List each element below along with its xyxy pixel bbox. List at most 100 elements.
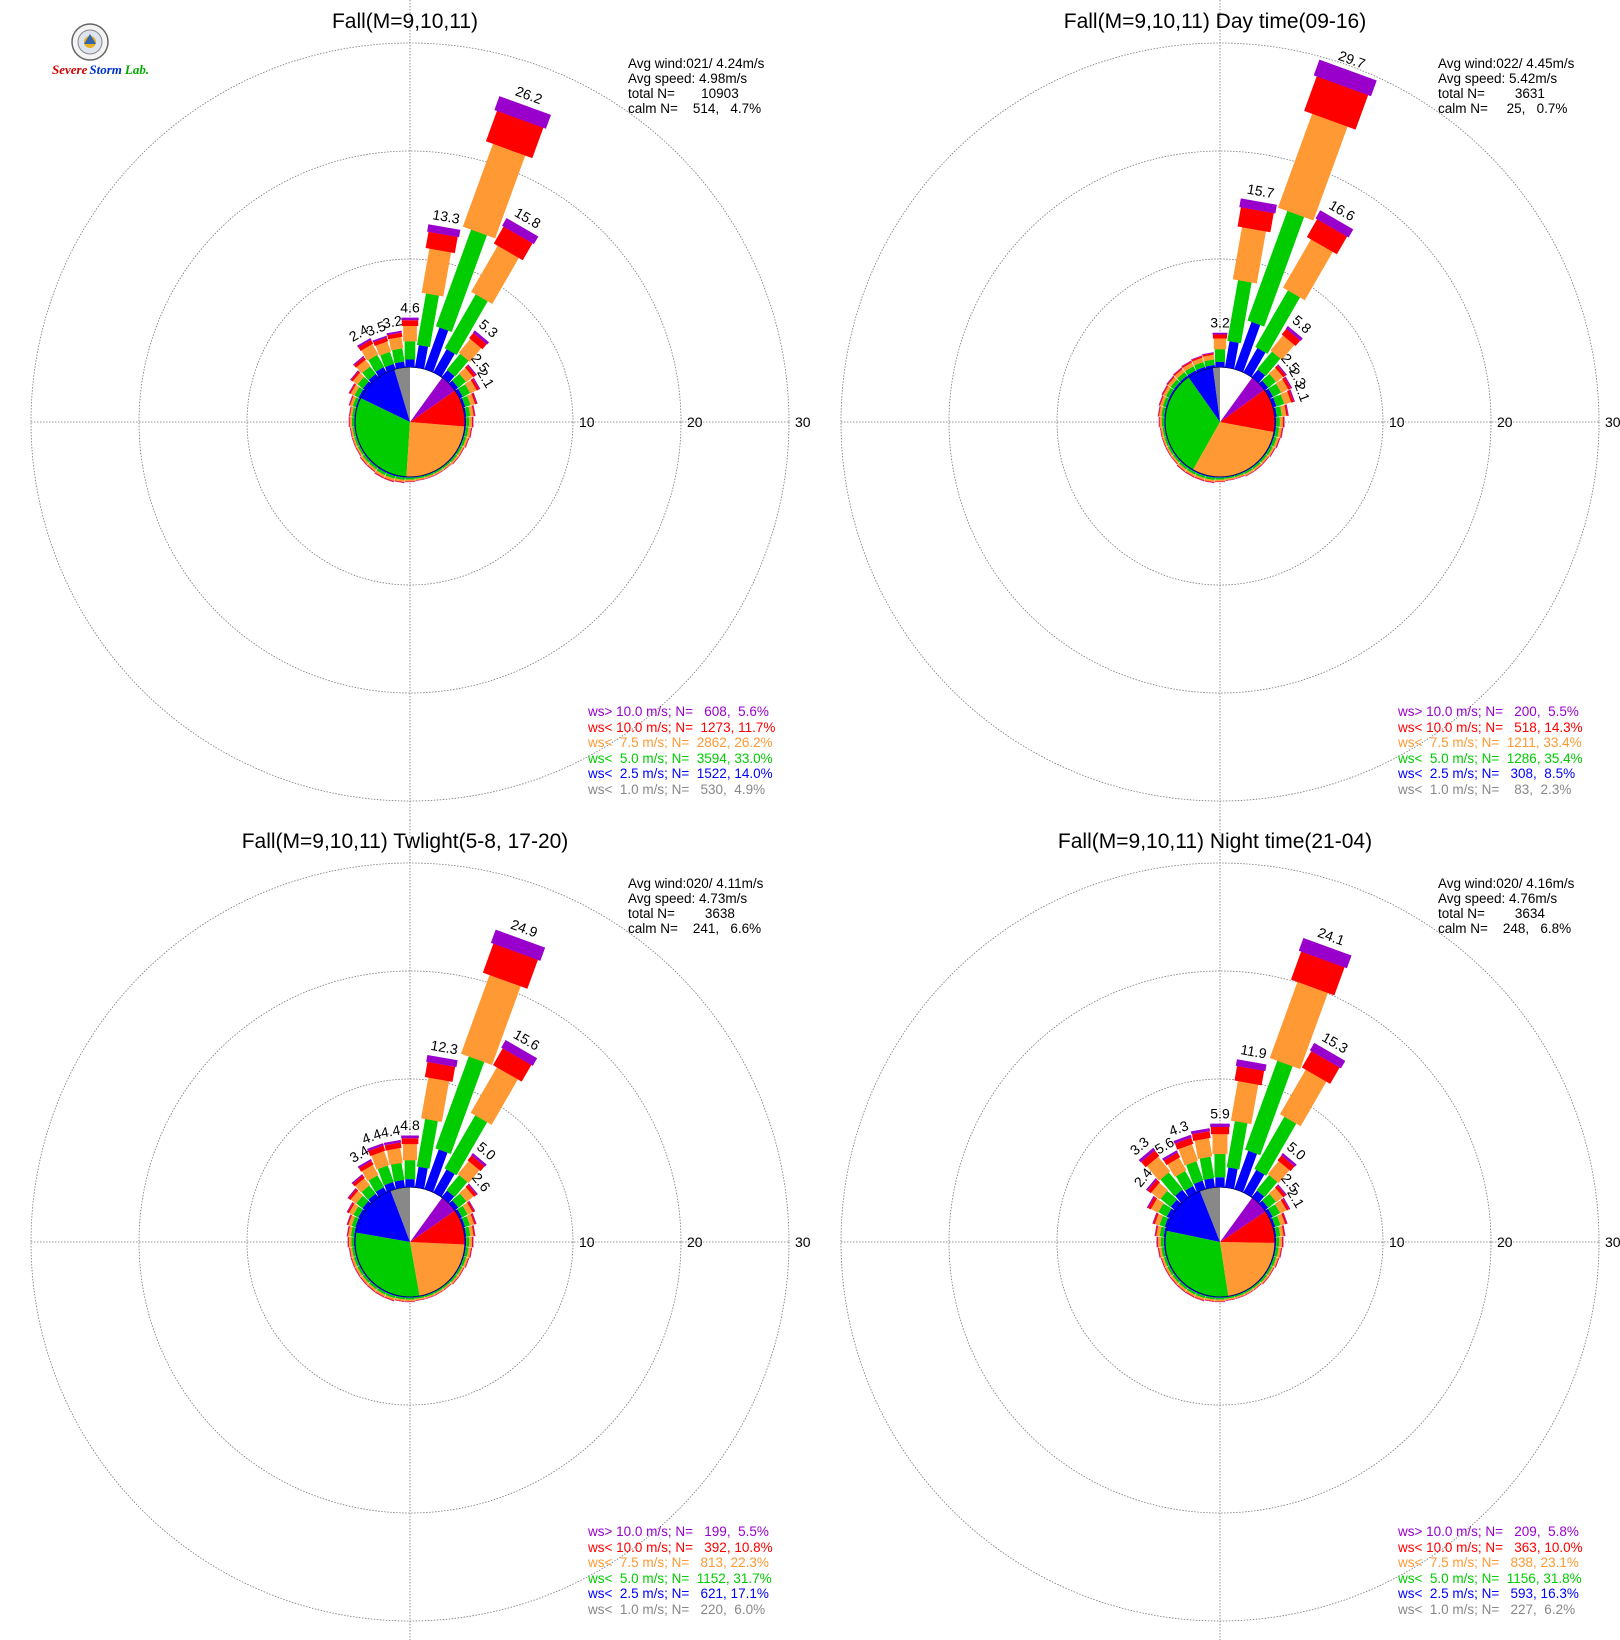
direction-bar-segment <box>1180 1280 1189 1288</box>
direction-bar-segment <box>468 1200 476 1212</box>
direction-bar-segment <box>1280 391 1292 405</box>
direction-bar-segment <box>1215 479 1225 482</box>
direction-bar-segment <box>424 1149 448 1193</box>
direction-bar-segment <box>1235 1295 1245 1300</box>
pie-slice <box>1220 1242 1275 1297</box>
direction-bar-segment <box>1163 1227 1167 1238</box>
direction-bar-segment <box>424 472 434 478</box>
direction-bar-segment <box>1194 474 1205 481</box>
direction-bar-segment <box>373 337 389 346</box>
wind-rose-svg: 10 20 305.911.924.115.35.02.52.12.43.3 5.64… <box>840 820 1620 1640</box>
direction-bar-segment <box>1225 478 1236 481</box>
direction-bar-segment <box>354 1267 360 1278</box>
direction-bar-segment <box>1281 1225 1285 1237</box>
direction-bar-segment <box>1167 1157 1187 1178</box>
direction-bar-segment <box>1196 366 1206 373</box>
legend-entry: ws< 2.5 m/s; N= 621, 17.1% <box>588 1586 769 1601</box>
direction-bar-segment <box>448 453 456 462</box>
direction-bar-segment <box>405 359 415 368</box>
legend-entry: ws< 7.5 m/s; N= 2862, 26.2% <box>588 735 773 750</box>
direction-bar-segment <box>1280 405 1287 417</box>
direction-bar-segment <box>1204 1178 1216 1189</box>
direction-bar-segment <box>352 355 365 366</box>
direction-bar-segment <box>1234 1150 1258 1193</box>
avg-wind-text: Avg wind:020/ 4.11m/s <box>628 876 764 891</box>
direction-bar-segment <box>351 437 356 448</box>
direction-bar-segment <box>1182 362 1194 372</box>
direction-bar-segment <box>446 1174 468 1198</box>
pie-slice <box>1165 377 1220 470</box>
legend: ws> 10.0 m/s; N= 608, 5.6% ws< 10.0 m/s;… <box>588 704 775 797</box>
direction-bar-segment <box>1274 1226 1281 1237</box>
direction-bar-segment <box>1155 1225 1159 1237</box>
direction-bar-segment <box>377 1165 394 1186</box>
direction-bar-segment <box>1175 1189 1189 1204</box>
direction-bar-segment <box>374 473 384 479</box>
direction-bar-segment <box>1273 1246 1276 1257</box>
direction-bar-segment <box>1254 464 1263 472</box>
direction-bar-segment <box>1244 1290 1254 1296</box>
direction-bar-segment <box>403 325 417 342</box>
direction-bar-segment <box>427 224 461 238</box>
direction-bar-segment <box>394 480 405 483</box>
direction-bar-segment <box>1172 454 1181 463</box>
direction-bar-segment <box>1214 1301 1226 1302</box>
direction-bar-segment <box>394 1300 405 1303</box>
avg-wind-text: Avg wind:021/ 4.24m/s <box>628 56 765 71</box>
direction-bar-segment <box>443 1283 452 1291</box>
direction-bar-segment <box>1158 1203 1172 1217</box>
direction-bar-segment <box>1174 1137 1194 1150</box>
direction-bar-segment <box>1164 436 1170 447</box>
direction-bar-segment <box>384 1297 395 1302</box>
direction-bar-segment <box>415 1299 426 1302</box>
direction-bar-segment <box>1202 352 1214 355</box>
direction-bar-segment <box>462 1202 473 1215</box>
direction-bar-segment <box>1138 1147 1156 1163</box>
direction-bar-segment <box>354 417 356 427</box>
direction-bar-segment <box>458 1267 465 1277</box>
direction-bar-segment <box>366 1284 376 1292</box>
direction-bar-segment <box>380 351 395 368</box>
direction-bar-segment <box>1269 1218 1276 1228</box>
direction-bar-segment <box>348 1203 359 1216</box>
direction-bar-segment <box>1268 1267 1275 1277</box>
direction-bar-segment <box>467 1155 485 1172</box>
direction-bar-segment <box>370 460 379 468</box>
direction-bar-segment <box>1169 445 1175 454</box>
wind-rose-svg: 10 20 304.613.326.215.85.32.52.12.43.53.2 <box>30 0 810 820</box>
direction-bar-segment <box>458 338 482 362</box>
direction-bar-segment <box>1210 1123 1230 1128</box>
direction-bar-segment <box>1151 1182 1168 1200</box>
direction-bar-segment <box>351 417 355 427</box>
direction-bar-segment <box>358 389 365 399</box>
direction-bar-segment <box>371 1151 390 1170</box>
direction-bar-segment <box>404 481 416 482</box>
direction-bar-segment <box>1257 351 1281 377</box>
direction-bar-segment <box>1205 1295 1216 1298</box>
direction-bar-segment <box>348 1236 349 1248</box>
direction-bar-segment <box>1158 1247 1161 1258</box>
direction-bar-segment <box>472 392 478 404</box>
direction-bar-segment <box>1243 1287 1253 1294</box>
direction-bar-segment <box>1194 1297 1205 1302</box>
direction-bar-segment <box>1279 1069 1327 1127</box>
direction-bar-segment <box>425 231 458 254</box>
direction-bar-segment <box>494 96 551 129</box>
direction-bar-segment <box>352 397 359 408</box>
direction-bar-segment <box>1164 1267 1171 1277</box>
direction-bar-segment <box>1301 1051 1340 1084</box>
stats-block: Avg wind:020/ 4.16m/s Avg speed: 4.76m/s… <box>1438 876 1574 936</box>
direction-bar-segment <box>492 1048 532 1082</box>
direction-bar-segment <box>435 1290 444 1296</box>
direction-bar-segment <box>1224 341 1239 369</box>
bar-value-label: 4.8 <box>400 1117 420 1133</box>
direction-bar-segment <box>353 1206 363 1218</box>
ring-label: 30 <box>1605 1234 1620 1250</box>
direction-bar-segment <box>1214 349 1226 362</box>
direction-bar-segment <box>1270 447 1276 458</box>
direction-bar-segment <box>1195 472 1206 479</box>
direction-bar-segment <box>386 1147 403 1165</box>
direction-bar-segment <box>1159 395 1164 406</box>
direction-bar-segment <box>1159 1215 1168 1228</box>
direction-bar-segment <box>351 1174 364 1185</box>
